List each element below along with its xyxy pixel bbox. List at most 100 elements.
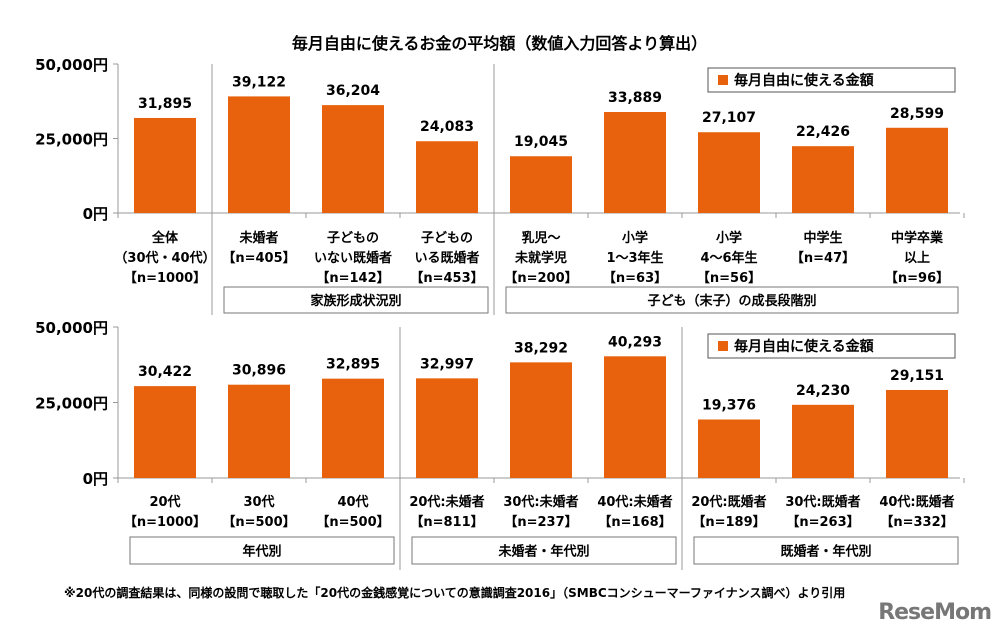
group-label-box bbox=[411, 536, 677, 565]
x-tick-label: （30代・40代） bbox=[114, 250, 215, 266]
x-tick-label: 20代:未婚者 bbox=[409, 494, 484, 510]
x-tick-label: 子どもの bbox=[421, 231, 473, 246]
group-label-box bbox=[129, 536, 395, 565]
group-label-box bbox=[505, 286, 959, 314]
y-tick-label: 25,000円 bbox=[35, 395, 108, 413]
x-tick-label: 【n=263】 bbox=[786, 514, 859, 530]
x-tick-label: 1～3年生 bbox=[606, 250, 663, 266]
x-tick-label: 【n=142】 bbox=[316, 270, 389, 286]
data-label: 36,204 bbox=[326, 83, 380, 99]
x-tick-label: 40代:未婚者 bbox=[597, 494, 672, 510]
x-tick-label: いる既婚者 bbox=[414, 250, 479, 266]
y-tick-label: 0円 bbox=[83, 470, 108, 488]
y-tick-label: 25,000円 bbox=[35, 131, 108, 149]
group-label: 年代別 bbox=[242, 544, 281, 560]
bar bbox=[510, 156, 572, 213]
x-tick-label: 【n=63】 bbox=[603, 270, 667, 286]
bar bbox=[886, 127, 948, 213]
bar bbox=[228, 96, 290, 213]
bar bbox=[228, 384, 290, 478]
x-tick-label: 【n=56】 bbox=[697, 270, 761, 286]
x-tick-label: 全体 bbox=[151, 230, 179, 246]
x-tick-label: 中学卒業 bbox=[891, 230, 944, 246]
x-tick-label: 【n=1000】 bbox=[124, 514, 206, 530]
data-label: 39,122 bbox=[232, 74, 286, 90]
data-label: 19,376 bbox=[702, 397, 756, 413]
group-label-box bbox=[223, 286, 489, 314]
x-tick-label: 以上 bbox=[904, 251, 930, 266]
chart-title: 毎月自由に使えるお金の平均額（数値入力回答より算出） bbox=[291, 34, 708, 53]
bar bbox=[604, 112, 666, 213]
x-tick-label: 【n=405】 bbox=[222, 250, 295, 266]
x-tick-label: 乳児～ bbox=[521, 230, 560, 246]
bar bbox=[698, 419, 760, 478]
bar bbox=[792, 146, 854, 213]
data-label: 28,599 bbox=[890, 106, 944, 122]
bar bbox=[134, 386, 196, 478]
data-label: 38,292 bbox=[514, 340, 568, 356]
legend-swatch bbox=[718, 341, 728, 351]
data-label: 32,895 bbox=[326, 357, 380, 373]
bar bbox=[134, 117, 196, 213]
legend-label: 毎月自由に使える金額 bbox=[734, 338, 874, 355]
x-tick-label: 【n=500】 bbox=[316, 514, 389, 530]
x-tick-label: 【n=332】 bbox=[880, 514, 953, 530]
x-tick-label: 20代 bbox=[149, 494, 180, 510]
legend-swatch bbox=[718, 75, 728, 85]
legend-box bbox=[707, 333, 956, 359]
bar bbox=[698, 132, 760, 213]
group-label: 子ども（末子）の成長段階別 bbox=[647, 293, 816, 309]
x-tick-label: 30代:既婚者 bbox=[785, 494, 860, 510]
x-tick-label: 【n=189】 bbox=[692, 514, 765, 530]
x-tick-label: いない既婚者 bbox=[314, 250, 392, 266]
x-tick-label: 【n=96】 bbox=[885, 270, 949, 286]
footnote: ※20代の調査結果は、同様の設問で聴取した「20代の金銭感覚についての意識調査2… bbox=[64, 586, 846, 600]
x-tick-label: 【n=1000】 bbox=[124, 270, 206, 286]
bar bbox=[510, 362, 572, 478]
x-tick-label: 【n=237】 bbox=[504, 514, 577, 530]
data-label: 22,426 bbox=[796, 124, 850, 140]
x-tick-label: 【n=811】 bbox=[410, 514, 483, 530]
x-tick-label: 小学 bbox=[716, 230, 742, 246]
x-tick-label: 20代:既婚者 bbox=[691, 494, 766, 510]
data-label: 30,422 bbox=[138, 364, 192, 380]
data-label: 29,151 bbox=[890, 368, 944, 384]
x-tick-label: 30代 bbox=[243, 494, 274, 510]
x-tick-label: 未就学児 bbox=[514, 250, 567, 266]
x-tick-label: 【n=200】 bbox=[504, 270, 577, 286]
x-tick-label: 中学生 bbox=[803, 230, 842, 246]
x-tick-label: 【n=168】 bbox=[598, 514, 671, 530]
data-label: 24,230 bbox=[796, 383, 850, 399]
y-tick-label: 50,000円 bbox=[35, 56, 108, 74]
x-tick-label: 小学 bbox=[622, 230, 648, 246]
x-tick-label: 【n=500】 bbox=[222, 514, 295, 530]
bar bbox=[416, 141, 478, 213]
group-label: 家族形成状況別 bbox=[310, 293, 401, 309]
group-label: 既婚者・年代別 bbox=[780, 544, 871, 560]
data-label: 31,895 bbox=[138, 96, 192, 112]
data-label: 33,889 bbox=[608, 90, 662, 106]
bar bbox=[886, 389, 948, 478]
data-label: 32,997 bbox=[420, 356, 474, 372]
y-tick-label: 50,000円 bbox=[35, 319, 108, 337]
y-tick-label: 0円 bbox=[83, 205, 108, 223]
resemom-logo: ReseMom bbox=[878, 600, 992, 625]
x-tick-label: 40代 bbox=[337, 494, 368, 510]
x-tick-label: 子どもの bbox=[327, 231, 379, 246]
data-label: 30,896 bbox=[232, 363, 286, 379]
bar bbox=[322, 105, 384, 213]
data-label: 40,293 bbox=[608, 334, 662, 350]
legend-box bbox=[707, 67, 956, 93]
group-label-box bbox=[693, 536, 959, 565]
group-label: 未婚者・年代別 bbox=[497, 544, 589, 560]
x-tick-label: 30代:未婚者 bbox=[503, 494, 578, 510]
data-label: 19,045 bbox=[514, 134, 568, 150]
data-label: 27,107 bbox=[702, 110, 756, 126]
bar bbox=[604, 356, 666, 478]
x-tick-label: 未婚者 bbox=[238, 230, 278, 246]
legend-label: 毎月自由に使える金額 bbox=[734, 72, 874, 89]
x-tick-label: 【n=47】 bbox=[791, 250, 855, 266]
x-tick-label: 【n=453】 bbox=[410, 270, 483, 286]
